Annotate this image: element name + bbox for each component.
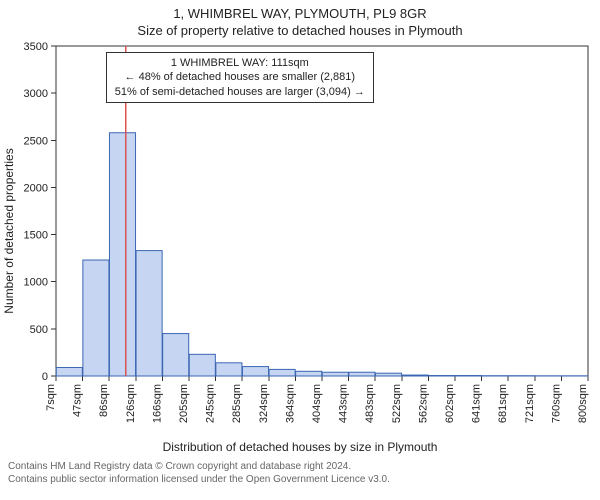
svg-text:2000: 2000 — [24, 182, 48, 194]
histogram-bar — [216, 363, 242, 376]
histogram-bar — [375, 373, 401, 376]
x-axis-title: Distribution of detached houses by size … — [0, 440, 600, 454]
svg-text:3000: 3000 — [24, 88, 48, 100]
chart-container: Number of detached properties 0 500 1000 15… — [0, 38, 600, 438]
histogram-bar — [296, 371, 322, 376]
x-tick-label: 324sqm — [258, 384, 270, 423]
histogram-bar — [109, 133, 135, 376]
x-tick-label: 47sqm — [72, 384, 84, 417]
callout-line-1: 1 WHIMBREL WAY: 111sqm — [115, 56, 365, 70]
x-tick-label: 443sqm — [338, 384, 350, 423]
x-tick-label: 86sqm — [98, 384, 110, 417]
x-tick-label: 404sqm — [311, 384, 323, 423]
x-tick-label: 602sqm — [444, 384, 456, 423]
footer-line-1: Contains HM Land Registry data © Crown c… — [8, 460, 592, 473]
histogram-bar — [163, 334, 189, 376]
x-tick-label: 126sqm — [125, 384, 137, 423]
svg-text:2500: 2500 — [24, 135, 48, 147]
callout-line-3: 51% of semi-detached houses are larger (… — [115, 85, 365, 99]
histogram-bar — [136, 251, 162, 376]
x-tick-label: 245sqm — [205, 384, 217, 423]
svg-text:1000: 1000 — [24, 277, 48, 289]
histogram-bar — [83, 260, 109, 376]
page-subtitle: Size of property relative to detached ho… — [0, 23, 600, 38]
histogram-bar — [56, 368, 82, 376]
x-tick-label: 522sqm — [391, 384, 403, 423]
footer-line-2: Contains public sector information licen… — [8, 473, 592, 486]
x-tick-label: 364sqm — [284, 384, 296, 423]
x-tick-label: 641sqm — [471, 384, 483, 423]
svg-text:0: 0 — [42, 371, 48, 383]
footer-attribution: Contains HM Land Registry data © Crown c… — [0, 454, 600, 486]
svg-text:3500: 3500 — [24, 41, 48, 53]
x-tick-label: 681sqm — [497, 384, 509, 423]
histogram-bar — [269, 369, 295, 376]
histogram-bar — [242, 367, 268, 376]
x-tick-label: 166sqm — [151, 384, 163, 423]
histogram-bar — [349, 372, 375, 376]
x-tick-label: 205sqm — [178, 384, 190, 423]
page-title-address: 1, WHIMBREL WAY, PLYMOUTH, PL9 8GR — [0, 6, 600, 21]
svg-text:500: 500 — [30, 324, 48, 336]
x-tick-label: 721sqm — [524, 384, 536, 423]
x-tick-label: 285sqm — [231, 384, 243, 423]
y-axis-title: Number of detached properties — [2, 148, 16, 313]
callout-line-2: ← 48% of detached houses are smaller (2,… — [115, 70, 365, 84]
svg-text:1500: 1500 — [24, 230, 48, 242]
x-tick-label: 800sqm — [577, 384, 589, 423]
histogram-bar — [189, 354, 215, 376]
x-tick-label: 483sqm — [364, 384, 376, 423]
x-tick-label: 562sqm — [417, 384, 429, 423]
x-tick-label: 760sqm — [550, 384, 562, 423]
histogram-bar — [402, 375, 428, 376]
callout-box: 1 WHIMBREL WAY: 111sqm ← 48% of detached… — [106, 52, 374, 103]
x-tick-label: 7sqm — [45, 384, 57, 411]
histogram-bar — [322, 372, 348, 376]
